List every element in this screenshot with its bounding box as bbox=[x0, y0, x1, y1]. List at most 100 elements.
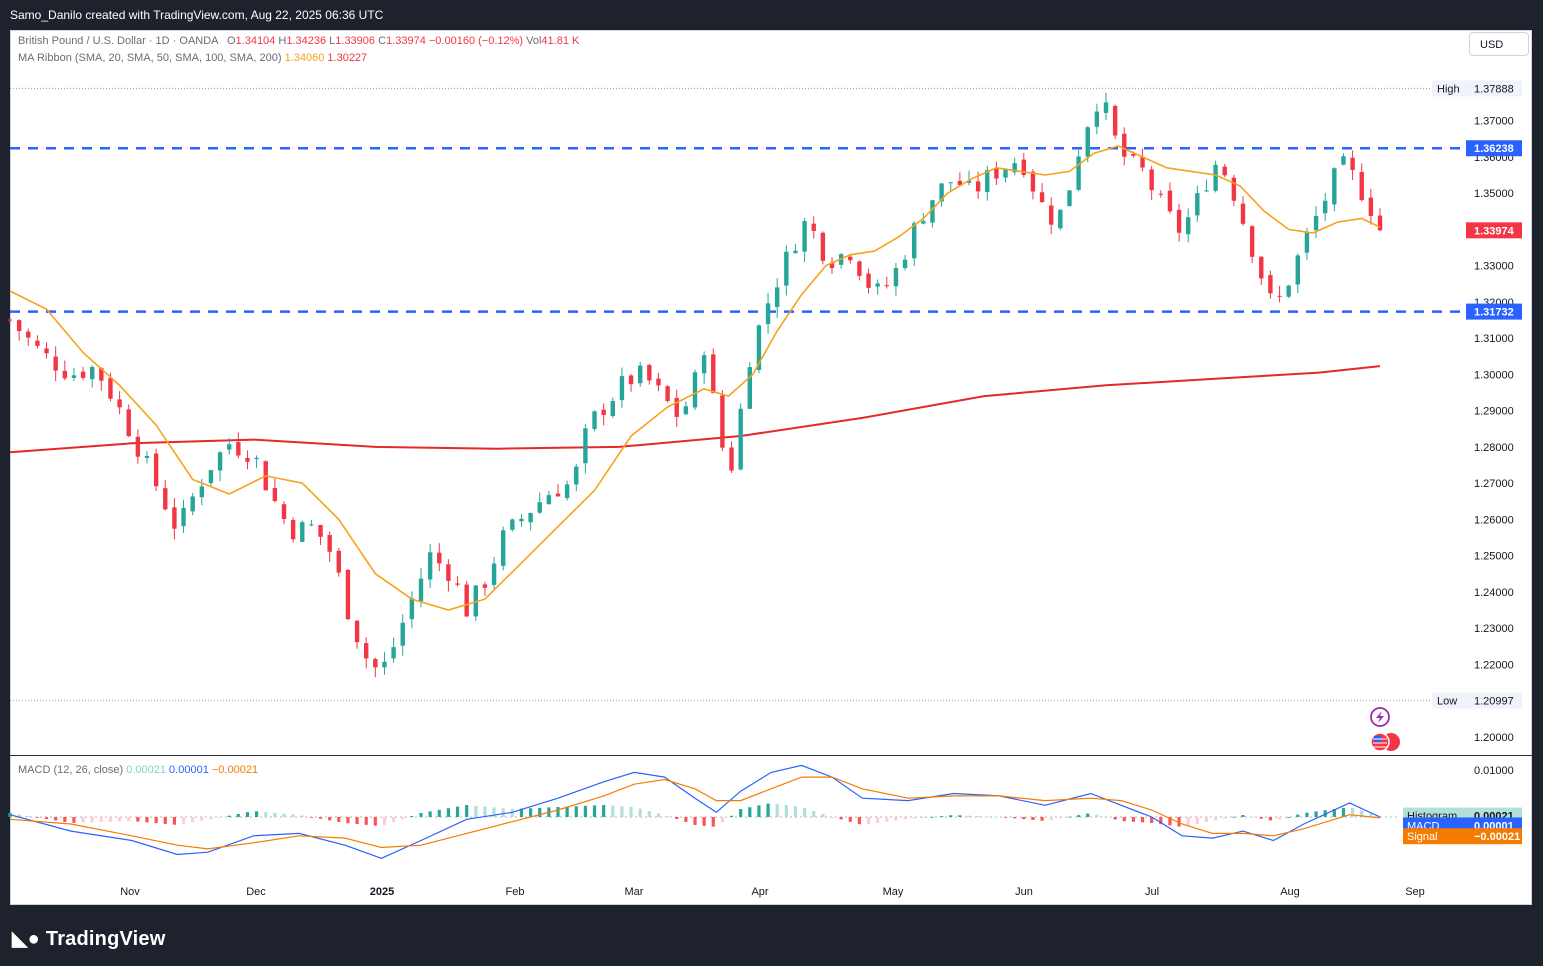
candle-body bbox=[564, 484, 570, 499]
macd-histogram-bar bbox=[255, 811, 259, 817]
macd-histogram-bar bbox=[63, 817, 67, 822]
candle-body bbox=[99, 368, 104, 381]
macd-histogram-bar bbox=[401, 817, 405, 820]
macd-histogram-bar bbox=[1232, 816, 1236, 818]
macd-histogram-bar bbox=[1277, 817, 1282, 820]
candle-body bbox=[199, 486, 204, 498]
candle-body bbox=[300, 522, 305, 542]
candle-body bbox=[482, 584, 488, 588]
macd-histogram-bar bbox=[894, 817, 898, 821]
time-tick-label: Apr bbox=[751, 886, 768, 898]
candle-body bbox=[912, 223, 917, 259]
macd-histogram-bar bbox=[54, 817, 58, 821]
candle-body bbox=[208, 470, 214, 484]
macd-histogram-bar bbox=[958, 815, 962, 817]
candle-body bbox=[1049, 205, 1054, 225]
candle-body bbox=[90, 367, 95, 380]
candle-body bbox=[820, 232, 826, 261]
candle-body bbox=[1103, 102, 1109, 113]
macd-histogram-bar bbox=[903, 817, 907, 820]
time-tick-label: Mar bbox=[625, 886, 644, 898]
candle-body bbox=[391, 647, 396, 659]
candle-body bbox=[364, 643, 369, 659]
candle-body bbox=[501, 530, 506, 566]
macd-histogram-bar bbox=[337, 817, 341, 822]
candle-body bbox=[1341, 156, 1346, 165]
event-icons[interactable] bbox=[1370, 707, 1400, 752]
candle-body bbox=[1003, 169, 1008, 178]
macd-histogram-bar bbox=[1131, 817, 1135, 822]
candle-body bbox=[701, 355, 707, 374]
macd-title: MACD (12, 26, close) bbox=[18, 764, 124, 776]
candle-body bbox=[647, 365, 652, 381]
candle-body bbox=[245, 457, 250, 462]
high-marker-box bbox=[1432, 80, 1522, 97]
ohlc-low: 1.33906 bbox=[335, 35, 376, 47]
footer-bar bbox=[0, 906, 1543, 966]
candle-body bbox=[1213, 164, 1218, 191]
candle-body bbox=[7, 319, 13, 321]
candle-body bbox=[1359, 172, 1364, 201]
candle-body bbox=[62, 370, 67, 379]
candle-body bbox=[1167, 190, 1173, 212]
candle-body bbox=[1012, 163, 1017, 173]
ohlc-close-label: C bbox=[378, 35, 387, 47]
last-price-tag: 1.33974 bbox=[1474, 225, 1515, 237]
macd-histogram-bar bbox=[44, 817, 49, 819]
candle-body bbox=[1304, 231, 1310, 253]
macd-histogram-bar bbox=[675, 817, 679, 819]
macd-histogram-bar bbox=[181, 817, 186, 824]
signal-value-tag-value: −0.00021 bbox=[1474, 831, 1520, 843]
macd-histogram-bar bbox=[291, 814, 295, 817]
candle-body bbox=[1222, 166, 1227, 176]
macd-histogram-bar bbox=[218, 817, 222, 818]
price-tick-label: 1.28000 bbox=[1474, 442, 1514, 454]
level-price-tag-box bbox=[1466, 303, 1522, 320]
candle-body bbox=[957, 180, 963, 186]
macd-histogram-bar bbox=[1204, 817, 1209, 823]
macd-histogram-bar bbox=[994, 816, 998, 818]
candle-body bbox=[1377, 215, 1383, 231]
macd-histogram-bar bbox=[684, 817, 688, 822]
time-tick-label: Jun bbox=[1015, 886, 1033, 898]
candle-body bbox=[628, 375, 634, 385]
macd-histogram-bar bbox=[1159, 817, 1163, 825]
candle-body bbox=[601, 409, 606, 415]
candle-body bbox=[1030, 171, 1036, 192]
price-tick-label: 1.37000 bbox=[1474, 116, 1514, 128]
macd-histogram-bar bbox=[501, 808, 505, 817]
macd-histogram-bar bbox=[1223, 817, 1227, 819]
macd-histogram-bar bbox=[1150, 817, 1154, 823]
macd-histogram-bar bbox=[803, 808, 807, 817]
time-tick-label: Dec bbox=[246, 886, 266, 898]
macd-histogram-bar bbox=[465, 805, 469, 817]
price-tick-label: 1.24000 bbox=[1474, 587, 1514, 599]
candle-body bbox=[1176, 209, 1182, 233]
level-price-tag: 1.36238 bbox=[1474, 143, 1514, 155]
candle-body bbox=[674, 397, 679, 417]
price-axis[interactable]: 1.200001.210001.220001.230001.240001.250… bbox=[1474, 43, 1514, 744]
time-axis[interactable]: Nov Dec 2025 Feb Mar Apr May Jun Jul Aug Sep bbox=[120, 886, 1425, 898]
candle-body bbox=[866, 273, 871, 288]
macd-histogram-bar bbox=[1095, 814, 1099, 817]
candle-body bbox=[683, 406, 689, 415]
candle-body bbox=[802, 221, 807, 252]
time-tick-label: Jul bbox=[1145, 886, 1159, 898]
attribution-bar: Samo_Danilo created with TradingView.com… bbox=[0, 0, 1543, 30]
candle-body bbox=[811, 223, 816, 231]
candle-body bbox=[555, 493, 561, 497]
macd-histogram-bar bbox=[346, 817, 350, 824]
macd-histogram-bar bbox=[556, 807, 560, 817]
macd-histogram-bar bbox=[410, 816, 414, 817]
candle-body bbox=[711, 354, 716, 393]
price-tick-label: 1.30000 bbox=[1474, 369, 1514, 381]
macd-histogram-bar bbox=[912, 817, 916, 819]
macd-histogram-bar bbox=[1003, 817, 1008, 818]
candle-body bbox=[537, 502, 542, 513]
currency-selector[interactable]: USD bbox=[1469, 32, 1529, 56]
candle-body bbox=[163, 488, 168, 510]
macd-histogram-bar bbox=[163, 817, 167, 824]
tv-logo-icon: ◣● bbox=[12, 928, 40, 950]
macd-histogram-bar bbox=[419, 813, 423, 817]
